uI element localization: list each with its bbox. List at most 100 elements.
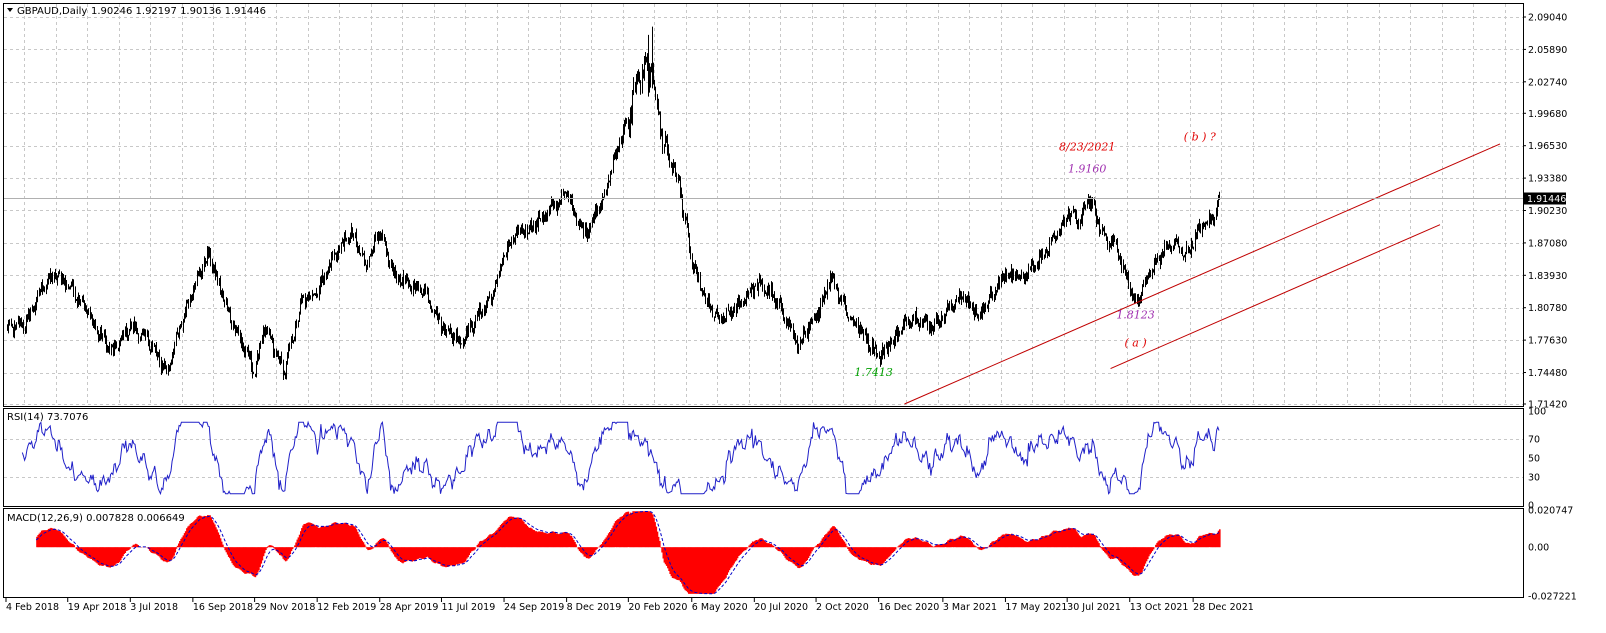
macd-bar [510,516,512,548]
macd-bar [154,547,157,554]
macd-bar [1022,539,1025,548]
macd-bar [198,515,201,548]
macd-bar [1008,534,1011,548]
macd-bar [100,547,102,566]
macd-bar [585,547,588,559]
macd-bar [370,547,373,550]
macd-bar [197,516,200,548]
macd-bar [534,531,537,548]
macd-bar [1160,539,1163,548]
symbol-label: GBPAUD,Daily [17,6,87,17]
macd-bar [413,547,416,561]
macd-bar [1185,543,1187,548]
macd-bar [435,547,438,563]
macd-bar [861,547,863,561]
macd-bar [951,538,954,548]
macd-panel[interactable]: MACD(12,26,9) 0.007828 0.006649 0.020747… [3,506,1577,603]
macd-bar [574,542,576,548]
macd-bar [566,532,568,548]
macd-bar [426,547,429,557]
macd-bar [1084,535,1086,548]
macd-bar [886,547,889,559]
macd-bar [958,536,961,548]
macd-bar [153,547,156,554]
macd-bar [722,547,725,581]
macd-bar [657,536,660,548]
macd-bar [1018,537,1020,548]
macd-bar [215,527,217,548]
macd-bar [294,545,296,548]
macd-bar [569,535,572,548]
time-tick-label: 28 Dec 2021 [1193,602,1254,613]
macd-bar [714,547,717,592]
macd-bar [1194,541,1197,548]
macd-bar [1106,547,1108,555]
macd-bar [463,547,466,563]
macd-bar [1158,540,1161,548]
rsi-panel[interactable]: RSI(14) 73.7076 100 70 50 30 0 [3,407,1547,512]
macd-bar [653,518,655,548]
macd-bar [281,547,283,557]
annotation-label: 1.9160 [1068,163,1107,176]
macd-bar [1169,534,1171,548]
macd-bar [562,532,565,548]
macd-bar [855,547,857,558]
price-candles [7,26,1220,380]
macd-bar [654,522,656,548]
macd-bar [656,531,659,548]
macd-bar [843,541,846,548]
macd-bar [839,535,841,548]
macd-bar [410,547,412,562]
macd-bar [502,522,504,548]
macd-bar [517,517,519,548]
macd-bar [1069,528,1071,548]
macd-bar [590,547,592,557]
macd-bar [824,535,826,548]
macd-bar [72,544,74,548]
macd-bar [1042,536,1044,548]
macd-bar [390,547,393,552]
macd-bar [56,530,58,548]
macd-bar [1192,543,1194,548]
macd-bar [898,545,900,548]
macd-bar [1209,533,1212,548]
macd-bar [365,546,367,548]
macd-bar [554,532,556,548]
macd-bar [841,538,843,548]
macd-bar [155,547,158,555]
macd-bar [209,515,211,548]
macd-bar [1120,547,1122,563]
macd-bar [712,547,714,594]
macd-bar [1019,537,1021,548]
macd-bar [770,543,773,548]
macd-bar [1062,530,1064,548]
macd-bar [528,528,531,548]
macd-bar [681,547,683,584]
macd-bar [783,547,785,556]
macd-bar [1023,540,1026,548]
macd-bar [620,516,623,548]
macd-bar [303,524,305,548]
macd-bar [65,538,67,548]
macd-bar [1205,534,1207,548]
macd-bar [583,547,586,557]
macd-bar [969,539,971,548]
annotation-label: 1.8123 [1116,308,1155,321]
macd-bar [742,547,745,552]
macd-bar [339,523,342,548]
macd-bar [1006,533,1008,548]
macd-bar [484,538,487,548]
collapse-triangle-icon[interactable] [7,8,13,12]
macd-bar [119,547,122,561]
macd-bar [548,533,551,548]
macd-bar [420,547,423,559]
macd-bar [932,546,934,548]
macd-bar [172,547,174,558]
macd-bar [1147,547,1149,560]
macd-bar [453,547,455,566]
macd-bar [830,527,833,548]
macd-bar [906,538,909,548]
trend-channel[interactable] [904,143,1501,405]
